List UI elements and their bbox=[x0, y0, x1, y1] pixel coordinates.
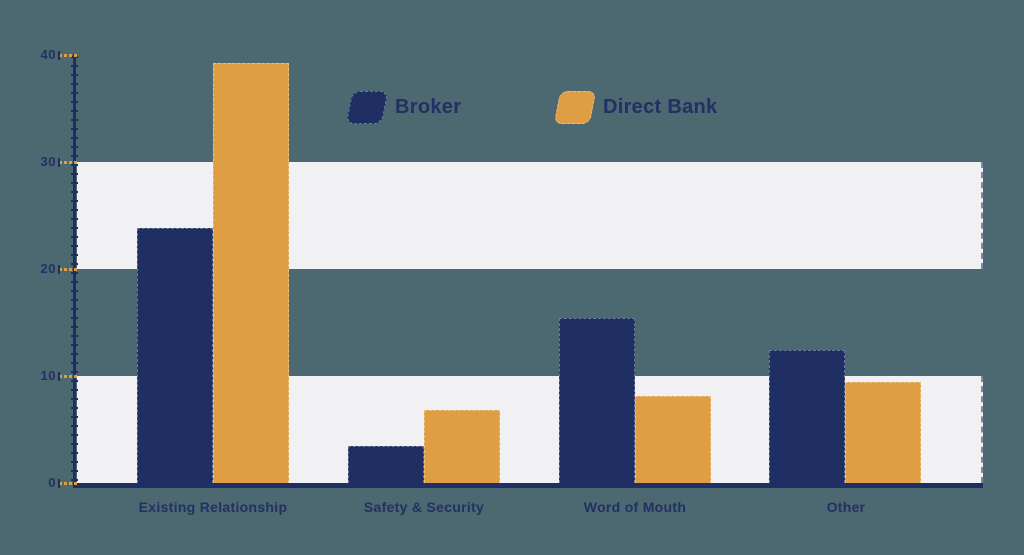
plot-area bbox=[77, 55, 983, 483]
y-tick-mark-20 bbox=[58, 265, 77, 274]
legend-item-broker: Broker bbox=[345, 91, 462, 124]
bar-group-existing-relationship bbox=[137, 62, 290, 483]
y-tick-label-40: 40 bbox=[40, 47, 56, 62]
bar-group-other bbox=[769, 350, 922, 483]
legend-label-broker: Broker bbox=[395, 96, 462, 118]
x-label-safety-security: Safety & Security bbox=[363, 499, 485, 515]
bar-direct-bank-word-of-mouth bbox=[635, 396, 711, 483]
y-tick-label-30: 30 bbox=[40, 154, 56, 169]
x-axis-line bbox=[73, 483, 983, 488]
y-tick-mark-10 bbox=[58, 372, 77, 381]
y-tick-mark-0 bbox=[58, 479, 77, 488]
bar-direct-bank-existing-relationship bbox=[213, 62, 289, 483]
bar-broker-safety-security bbox=[348, 445, 424, 483]
y-tick-label-0: 0 bbox=[48, 475, 56, 490]
bar-group-safety-security bbox=[348, 410, 501, 483]
y-tick-label-10: 10 bbox=[40, 368, 56, 383]
y-axis-line bbox=[71, 54, 78, 488]
bar-broker-existing-relationship bbox=[137, 228, 213, 483]
legend-item-direct-bank: Direct Bank bbox=[553, 91, 718, 124]
y-tick-label-20: 20 bbox=[40, 261, 56, 276]
x-label-other: Other bbox=[826, 499, 866, 515]
bar-group-word-of-mouth bbox=[559, 318, 712, 483]
y-tick-mark-30 bbox=[58, 158, 77, 167]
y-tick-mark-40 bbox=[58, 51, 77, 60]
x-label-word-of-mouth: Word of Mouth bbox=[583, 499, 687, 515]
bar-direct-bank-other bbox=[845, 382, 921, 483]
bar-broker-other bbox=[769, 350, 845, 483]
x-label-existing-relationship: Existing Relationship bbox=[138, 499, 288, 515]
bar-broker-word-of-mouth bbox=[559, 318, 635, 483]
bar-direct-bank-safety-security bbox=[424, 410, 500, 483]
legend-label-direct-bank: Direct Bank bbox=[603, 96, 718, 118]
